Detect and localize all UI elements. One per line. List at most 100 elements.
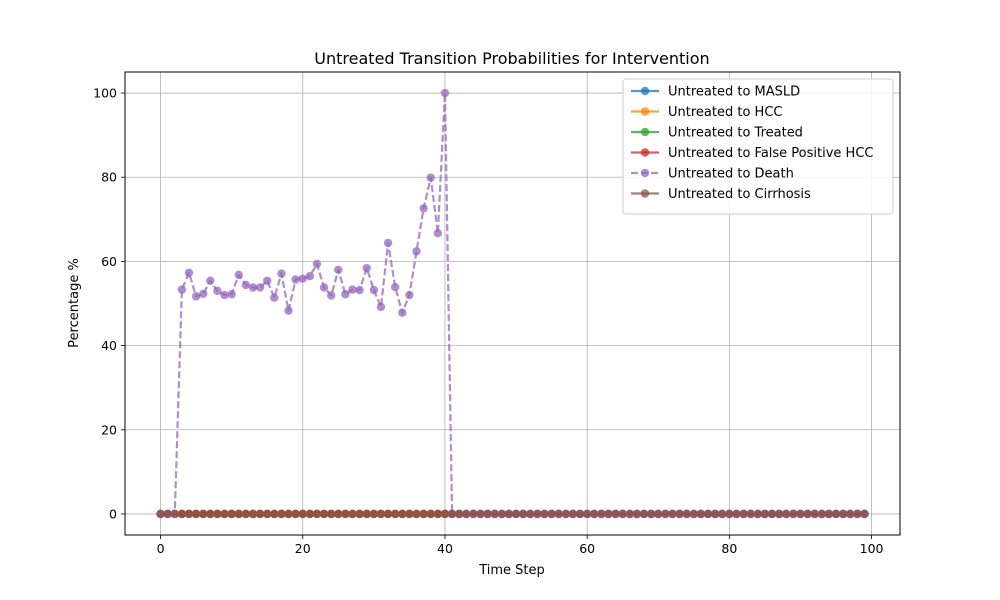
data-point — [497, 509, 507, 519]
legend-marker — [640, 189, 650, 198]
data-point — [454, 509, 464, 519]
data-point — [383, 238, 393, 248]
data-point — [554, 509, 563, 519]
data-point — [177, 285, 187, 294]
x-tick-label: 20 — [295, 541, 311, 556]
data-point — [810, 509, 819, 519]
legend-marker — [640, 127, 650, 137]
data-point — [490, 509, 499, 519]
data-point — [426, 509, 435, 519]
data-point — [504, 509, 514, 519]
data-point — [369, 285, 379, 295]
chart-title: Untreated Transition Probabilities for I… — [314, 49, 709, 68]
data-point — [696, 509, 706, 519]
data-point — [426, 173, 435, 182]
data-point — [831, 509, 841, 519]
data-point — [533, 509, 542, 519]
data-point — [639, 509, 649, 519]
plot-frame — [124, 71, 901, 536]
data-point — [597, 509, 606, 519]
data-point — [710, 509, 720, 519]
data-point — [739, 509, 748, 519]
data-point — [433, 229, 443, 238]
data-point — [753, 509, 762, 519]
legend-marker — [640, 86, 650, 96]
data-point — [199, 509, 208, 519]
data-point — [604, 509, 613, 519]
y-axis-label: Percentage % — [67, 258, 82, 348]
legend-item: Untreated to HCC — [631, 105, 782, 120]
legend-item: Untreated to Cirrhosis — [631, 187, 811, 202]
data-point — [348, 285, 357, 294]
data-point — [362, 509, 371, 519]
data-point — [547, 509, 556, 519]
legend-item: Untreated to False Positive HCC — [631, 146, 873, 161]
data-point — [433, 509, 443, 519]
data-point — [511, 509, 521, 519]
y-tick-label: 20 — [101, 422, 117, 437]
data-point — [625, 509, 635, 519]
data-point — [412, 247, 421, 256]
data-point — [213, 286, 222, 296]
data-point — [263, 509, 272, 519]
data-point — [177, 509, 187, 519]
x-tick-label: 40 — [437, 541, 453, 556]
data-point — [191, 292, 201, 301]
x-tick-label: 100 — [860, 541, 884, 556]
data-point — [817, 509, 826, 519]
legend-label: Untreated to HCC — [668, 105, 782, 120]
data-point — [227, 509, 236, 519]
data-point — [661, 509, 670, 519]
data-point — [654, 509, 663, 519]
series-5 — [156, 509, 869, 519]
series-layer — [156, 88, 869, 519]
data-point — [319, 283, 329, 292]
data-point — [518, 509, 528, 519]
data-point — [796, 509, 805, 519]
data-point — [703, 509, 713, 519]
data-point — [163, 509, 172, 519]
legend: Untreated to MASLD Untreated to HCC Untrea… — [622, 78, 894, 215]
data-point — [846, 509, 855, 519]
data-point — [184, 268, 194, 277]
data-point — [668, 509, 677, 519]
data-point — [383, 509, 393, 519]
data-point — [270, 509, 279, 519]
data-point — [732, 509, 741, 519]
data-point — [568, 509, 578, 519]
data-point — [199, 289, 208, 299]
legend-box — [622, 78, 894, 215]
data-point — [718, 509, 727, 519]
data-point — [618, 509, 627, 519]
data-point — [305, 509, 315, 519]
data-point — [782, 509, 791, 519]
legend-item: Untreated to Treated — [631, 126, 803, 141]
data-point — [526, 509, 535, 519]
legend-label: Untreated to Treated — [668, 126, 803, 141]
legend-label: Untreated to Cirrhosis — [668, 187, 811, 202]
data-point — [398, 509, 407, 519]
data-point — [561, 509, 571, 519]
data-point — [191, 509, 201, 519]
data-point — [476, 509, 485, 519]
legend-marker — [640, 148, 650, 157]
data-point — [725, 509, 734, 519]
data-point — [824, 509, 834, 519]
data-point — [462, 509, 471, 519]
data-point — [376, 302, 386, 312]
data-point — [689, 509, 699, 519]
data-point — [241, 509, 251, 519]
data-point — [483, 509, 492, 519]
data-point — [241, 280, 251, 290]
x-tick-label: 60 — [579, 541, 595, 556]
data-point — [398, 308, 407, 317]
data-point — [277, 269, 286, 278]
data-point — [255, 509, 265, 519]
data-point — [611, 509, 620, 519]
data-point — [341, 509, 350, 519]
data-point — [575, 509, 585, 519]
data-point — [206, 276, 215, 285]
data-point — [263, 276, 272, 285]
data-point — [362, 263, 371, 273]
data-point — [348, 509, 357, 519]
